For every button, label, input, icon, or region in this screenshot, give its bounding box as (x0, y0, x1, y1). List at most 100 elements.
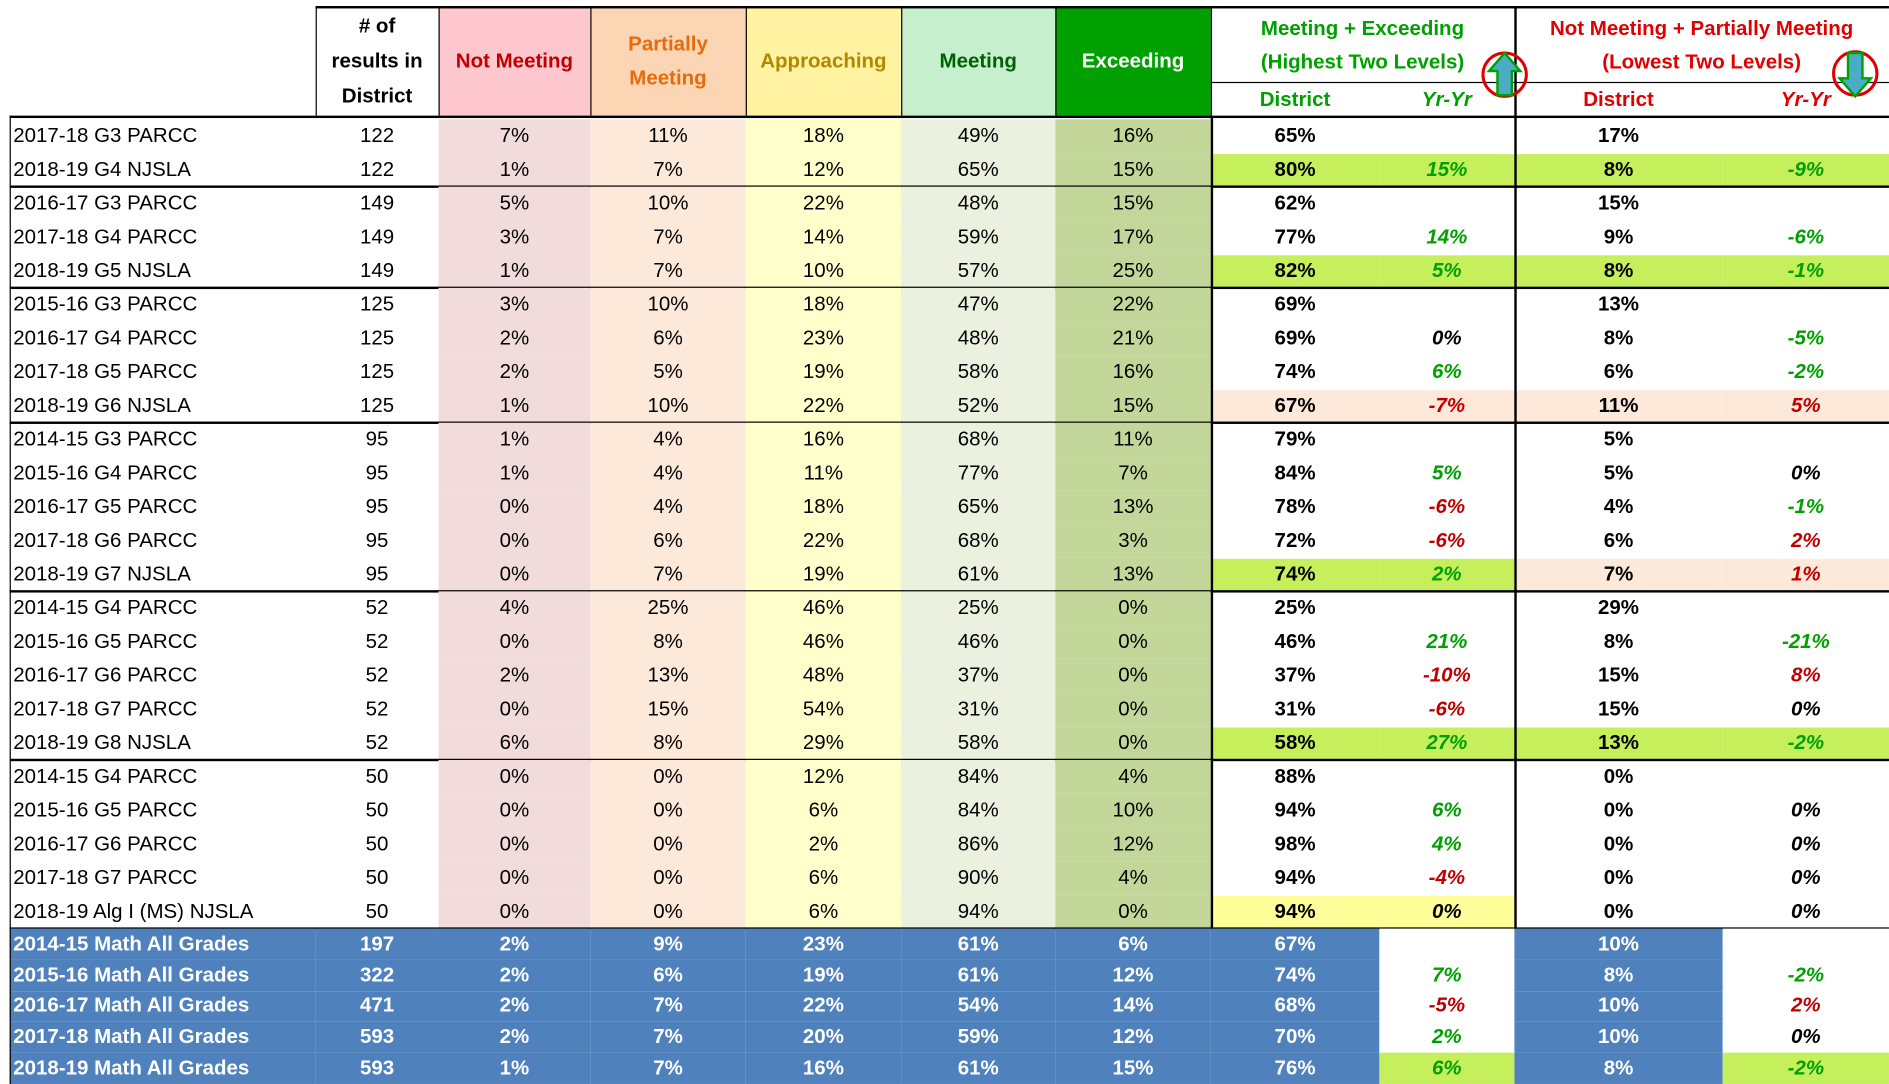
yr-change: -1% (1722, 255, 1889, 287)
district-percent: 7% (1514, 558, 1723, 591)
rule (9, 115, 1889, 118)
level-percent: 6% (590, 321, 746, 356)
level-percent: 11% (590, 119, 746, 153)
result-count: 125 (359, 292, 395, 316)
yr-change: -4% (1428, 865, 1466, 889)
level-percent: 7% (590, 557, 746, 592)
summary-cell: 61% (901, 1052, 1056, 1084)
rule (315, 6, 1889, 8)
summary-cell: 22% (745, 990, 902, 1022)
district-percent: 62% (1274, 191, 1316, 215)
summary-cell: 19% (745, 959, 902, 991)
district-percent: 77% (1274, 225, 1316, 249)
yr-change (1379, 761, 1514, 792)
header-line: Not Meeting + Partially Meeting (1549, 16, 1854, 40)
district-percent: 8% (1514, 154, 1723, 186)
row-label: 2016-17 G6 PARCC (13, 663, 198, 687)
yr-change: 21% (1426, 629, 1468, 653)
level-percent: 52% (901, 389, 1056, 423)
yr-change: -6% (1787, 225, 1825, 249)
level-percent: 0% (590, 894, 746, 929)
summary-yr-change (1379, 928, 1515, 960)
district-percent: 88% (1274, 764, 1316, 788)
yr-change: -6% (1428, 528, 1466, 552)
level-percent: 0% (1055, 692, 1211, 727)
level-percent: 3% (1055, 523, 1211, 558)
summary-cell: 10% (1514, 1021, 1723, 1053)
level-percent: 16% (745, 422, 902, 457)
row-label: 2015-16 G4 PARCC (13, 461, 198, 485)
result-count: 52 (365, 596, 389, 620)
summary-label: 2017-18 Math All Grades (9, 1021, 316, 1053)
summary-cell: 23% (745, 928, 902, 960)
row-label: 2016-17 G6 PARCC (13, 832, 198, 856)
yr-change: -21% (1781, 629, 1830, 653)
level-percent: 5% (438, 186, 591, 221)
count-header: # of results in District (316, 6, 439, 116)
level-percent: 13% (590, 658, 746, 693)
yr-change: -2% (1787, 360, 1825, 383)
yr-change: 6% (1432, 360, 1462, 383)
yr-change: 0% (1791, 798, 1821, 822)
level-percent: 84% (901, 759, 1056, 794)
header-line: # of (358, 14, 396, 38)
yr-change: -6% (1428, 697, 1466, 721)
yr-change: 6% (1432, 798, 1462, 822)
result-count: 149 (359, 258, 395, 282)
level-percent: 14% (745, 220, 902, 255)
level-percent: 15% (1055, 389, 1211, 423)
level-percent: 68% (901, 422, 1056, 457)
district-percent: 13% (1514, 727, 1723, 759)
district-percent: 94% (1274, 865, 1316, 889)
district-percent: 67% (1210, 390, 1380, 422)
level-percent: 17% (1055, 220, 1211, 255)
district-percent: 98% (1274, 832, 1316, 856)
level-percent: 4% (590, 422, 746, 457)
level-percent: 7% (590, 254, 746, 288)
yr-change: 5% (1379, 255, 1515, 287)
yr-change: -7% (1379, 390, 1515, 422)
summary-cell: 59% (901, 1021, 1056, 1053)
level-percent: 46% (745, 591, 902, 626)
row-label: 2016-17 G3 PARCC (13, 191, 198, 215)
level-percent: 37% (901, 658, 1056, 693)
result-count: 122 (359, 124, 395, 147)
level-percent: 7% (438, 119, 591, 153)
level-percent: 0% (438, 523, 591, 558)
district-percent: 0% (1603, 832, 1634, 856)
result-count: 95 (365, 562, 389, 586)
result-count: 95 (365, 461, 389, 485)
summary-cell: 2% (438, 928, 591, 960)
row-label: 2017-18 G6 PARCC (13, 528, 198, 552)
level-percent: 15% (590, 692, 746, 727)
row-label: 2016-17 G4 PARCC (13, 326, 198, 350)
level-header: Not Meeting (438, 6, 591, 116)
level-percent: 0% (438, 759, 591, 794)
level-percent: 19% (745, 557, 902, 592)
rule (9, 115, 12, 1084)
summary-yr-change: 6% (1379, 1052, 1515, 1084)
level-percent: 2% (438, 321, 591, 356)
level-percent: 7% (590, 152, 746, 187)
level-percent: 22% (1055, 287, 1211, 322)
summary-yr-change (1722, 928, 1889, 960)
summary-yr-change: 2% (1722, 990, 1889, 1022)
level-percent: 61% (901, 557, 1056, 592)
district-percent: 8% (1603, 326, 1634, 350)
level-percent: 13% (1055, 557, 1211, 592)
level-percent: 54% (745, 692, 902, 727)
summary-cell: 15% (1055, 1052, 1211, 1084)
level-percent: 0% (1055, 726, 1211, 760)
summary-cell: 2% (438, 1021, 591, 1053)
result-count: 50 (365, 832, 389, 856)
summary-cell: 67% (1210, 928, 1380, 960)
yr-change: 0% (1791, 865, 1821, 889)
level-percent: 29% (745, 726, 902, 760)
yr-change (1723, 120, 1889, 151)
level-percent: 8% (590, 625, 746, 659)
level-percent: 31% (901, 692, 1056, 727)
level-percent: 0% (438, 625, 591, 659)
summary-yr-change: -5% (1379, 990, 1515, 1022)
yr-change (1723, 761, 1889, 792)
